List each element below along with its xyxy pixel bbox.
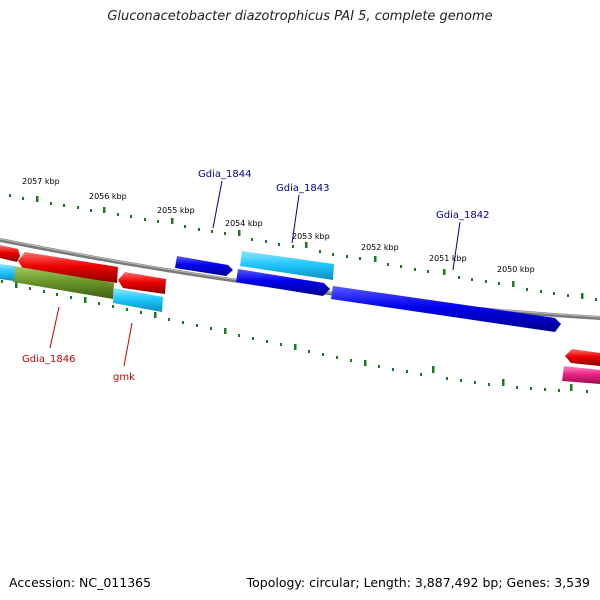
kbp-label: 2050 kbp	[497, 265, 535, 274]
label-leader-line	[49, 306, 60, 349]
kbp-label: 2056 kbp	[89, 192, 127, 201]
gene-label-gdia-1842[interactable]: Gdia_1842	[436, 210, 489, 221]
map-title: Gluconacetobacter diazotrophicus PAI 5, …	[107, 9, 493, 24]
kbp-label: 2053 kbp	[292, 232, 330, 241]
gene-feature-gdia-1846[interactable]	[13, 266, 114, 299]
genome-summary-text: Topology: circular; Length: 3,887,492 bp…	[246, 575, 590, 590]
inner-tick-ring	[1, 280, 588, 393]
kbp-label: 2057 kbp	[22, 177, 60, 186]
gene-label-gdia-1843[interactable]: Gdia_1843	[276, 183, 329, 194]
gene-feature-gmk-red[interactable]	[118, 272, 166, 294]
label-leader-line	[123, 322, 133, 367]
gene-label-gmk[interactable]: gmk	[113, 372, 135, 383]
gene-feature-left-cyan[interactable]	[0, 264, 15, 281]
gene-feature-gdia-1842[interactable]	[331, 286, 561, 332]
label-leader-line	[212, 180, 223, 229]
accession-text: Accession: NC_011365	[9, 575, 152, 590]
kbp-label: 2055 kbp	[157, 206, 195, 215]
gene-label-gdia-1844[interactable]: Gdia_1844	[198, 169, 251, 180]
gene-feature-gdia-1843[interactable]	[240, 251, 334, 280]
gene-feature-reverse-right[interactable]	[565, 349, 600, 366]
gene-feature-gdia-1844[interactable]	[175, 256, 233, 276]
gene-feature-reverse-1[interactable]	[0, 245, 20, 262]
kbp-label: 2052 kbp	[361, 243, 399, 252]
gene-feature-magenta-right[interactable]	[562, 366, 600, 384]
gene-feature-reverse-2[interactable]	[18, 252, 118, 283]
outer-tick-ring	[9, 194, 597, 301]
label-leader-line	[291, 194, 300, 244]
kbp-label: 2051 kbp	[429, 254, 467, 263]
gene-feature-gmk[interactable]	[113, 288, 163, 312]
gene-label-gdia-1846[interactable]: Gdia_1846	[22, 354, 75, 365]
label-leader-line	[452, 221, 461, 271]
kbp-label: 2054 kbp	[225, 219, 263, 228]
gene-feature-gdia-1843b[interactable]	[236, 269, 330, 296]
